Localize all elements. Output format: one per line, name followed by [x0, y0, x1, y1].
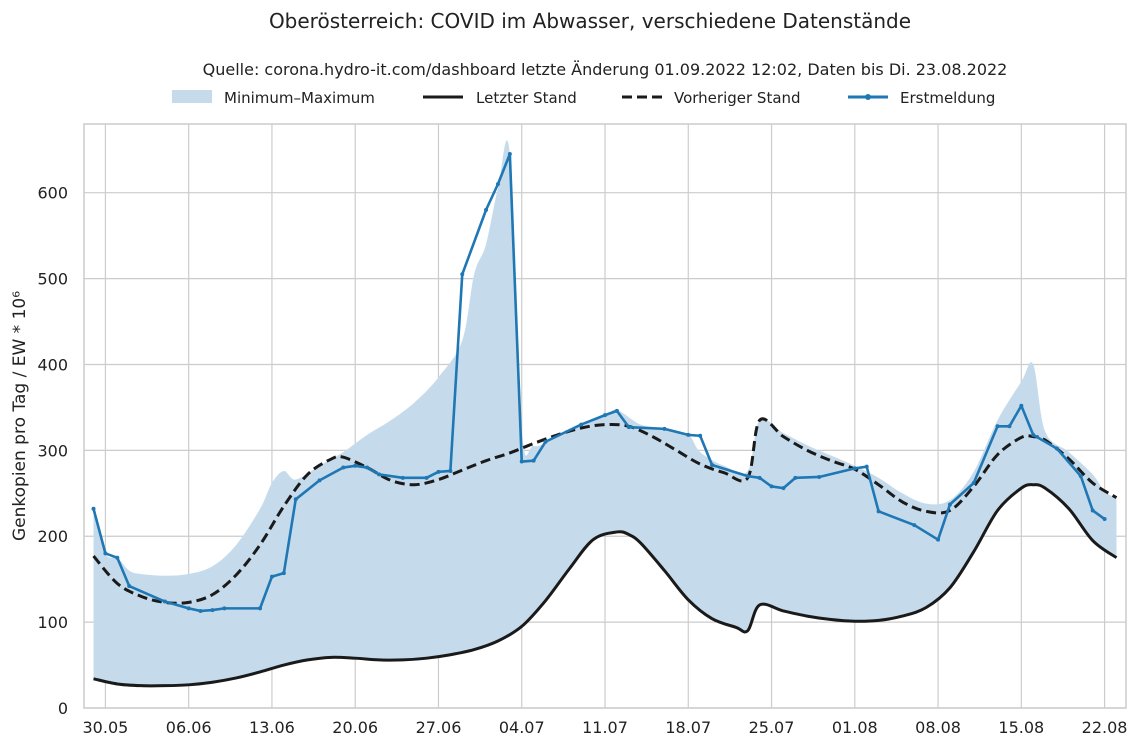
x-tick-label: 22.08 [1082, 718, 1128, 737]
x-tick-label: 13.06 [249, 718, 295, 737]
min-max-band [93, 140, 1117, 686]
erstmeldung-marker [127, 584, 132, 589]
erstmeldung-marker [936, 537, 941, 542]
legend-band-swatch [172, 90, 212, 103]
erstmeldung-marker [757, 475, 762, 480]
x-tick-label: 27.06 [416, 718, 462, 737]
erstmeldung-marker [198, 608, 203, 613]
legend-label-band: Minimum–Maximum [224, 89, 375, 107]
y-tick-label: 500 [37, 270, 68, 289]
erstmeldung-marker [317, 478, 322, 483]
erstmeldung-marker [507, 152, 512, 157]
erstmeldung-marker [258, 606, 263, 611]
y-tick-label: 400 [37, 355, 68, 374]
erstmeldung-marker [162, 599, 167, 604]
x-tick-label: 08.08 [915, 718, 961, 737]
x-tick-label: 18.07 [665, 718, 711, 737]
y-tick-label: 300 [37, 441, 68, 460]
erstmeldung-marker [519, 459, 524, 464]
erstmeldung-marker [91, 506, 96, 511]
erstmeldung-marker [769, 484, 774, 489]
erstmeldung-marker [864, 464, 869, 469]
erstmeldung-marker [1055, 446, 1060, 451]
erstmeldung-marker [222, 606, 227, 611]
legend-label-letzter: Letzter Stand [476, 89, 577, 107]
erstmeldung-marker [448, 468, 453, 473]
series-letzter-stand [93, 483, 1118, 688]
x-tick-label: 15.08 [998, 718, 1044, 737]
erstmeldung-marker [781, 486, 786, 491]
erstmeldung-marker [876, 509, 881, 514]
x-tick-label: 25.07 [749, 718, 795, 737]
erstmeldung-marker [484, 207, 489, 212]
erstmeldung-marker [495, 182, 500, 187]
erstmeldung-marker [579, 422, 584, 427]
series-erstmeldung [92, 152, 1106, 613]
erstmeldung-marker [293, 497, 298, 502]
erstmeldung-marker [971, 480, 976, 485]
erstmeldung-marker [947, 502, 952, 507]
x-tick-label: 06.06 [166, 718, 212, 737]
y-tick-label: 600 [37, 184, 68, 203]
erstmeldung-marker [1078, 474, 1083, 479]
chart-subtitle: Quelle: corona.hydro-it.com/dashboard le… [203, 60, 1008, 79]
erstmeldung-marker [353, 463, 358, 468]
erstmeldung-marker [281, 571, 286, 576]
erstmeldung-marker [745, 474, 750, 479]
erstmeldung-marker [103, 551, 108, 556]
erstmeldung-marker [626, 425, 631, 430]
erstmeldung-marker [603, 413, 607, 418]
erstmeldung-marker [793, 475, 798, 480]
plot-frame [83, 123, 1127, 709]
erstmeldung-marker [912, 523, 917, 528]
erstmeldung-marker [614, 408, 619, 413]
axes: 0 100 200 300 400 500 600 30.05 06.06 13.06 20.06 2… [37, 123, 1128, 737]
legend: Minimum–Maximum Letzter Stand Vorheriger… [172, 89, 995, 107]
y-tick-label: 0 [58, 699, 68, 718]
x-tick-label: 04.07 [499, 718, 545, 737]
band-area [93, 140, 1117, 686]
erstmeldung-marker [698, 433, 703, 438]
x-tick-label: 01.08 [832, 718, 878, 737]
erstmeldung-marker [662, 426, 667, 431]
erstmeldung-marker [817, 474, 822, 479]
legend-label-erst: Erstmeldung [900, 89, 995, 107]
erstmeldung-marker [995, 424, 1000, 429]
erstmeldung-marker [186, 606, 191, 611]
x-tick-label: 11.07 [582, 718, 628, 737]
y-tick-label: 100 [37, 613, 68, 632]
erstmeldung-marker [424, 475, 429, 480]
legend-erst-marker [865, 94, 871, 100]
x-tick-label: 20.06 [332, 718, 378, 737]
x-tick-label: 30.05 [83, 718, 129, 737]
erstmeldung-marker [400, 475, 405, 480]
erstmeldung-marker [436, 469, 441, 474]
series-vorheriger-stand [92, 417, 1118, 605]
erstmeldung-marker [1007, 424, 1012, 429]
erstmeldung-marker [543, 439, 548, 444]
erstmeldung-marker [341, 465, 346, 470]
y-tick-label: 200 [37, 527, 68, 546]
erstmeldung-marker [460, 272, 465, 277]
erstmeldung-marker [1090, 508, 1095, 513]
legend-label-vorheriger: Vorheriger Stand [674, 89, 801, 107]
erstmeldung-marker [115, 555, 120, 560]
erstmeldung-marker [852, 466, 857, 471]
erstmeldung-marker [1102, 517, 1107, 522]
erstmeldung-marker [365, 465, 370, 470]
series-lines [91, 152, 1118, 688]
erstmeldung-marker [210, 608, 215, 613]
chart-title: Oberösterreich: COVID im Abwasser, versc… [269, 9, 911, 33]
erstmeldung-marker [710, 462, 715, 467]
erstmeldung-marker [1031, 432, 1036, 437]
erstmeldung-marker [269, 574, 274, 579]
erstmeldung-marker [531, 458, 536, 463]
erstmeldung-marker [686, 432, 691, 437]
y-axis-label: Genkopien pro Tag / EW * 10⁶ [10, 291, 30, 541]
erstmeldung-marker [1019, 403, 1024, 408]
erstmeldung-marker [376, 472, 381, 477]
